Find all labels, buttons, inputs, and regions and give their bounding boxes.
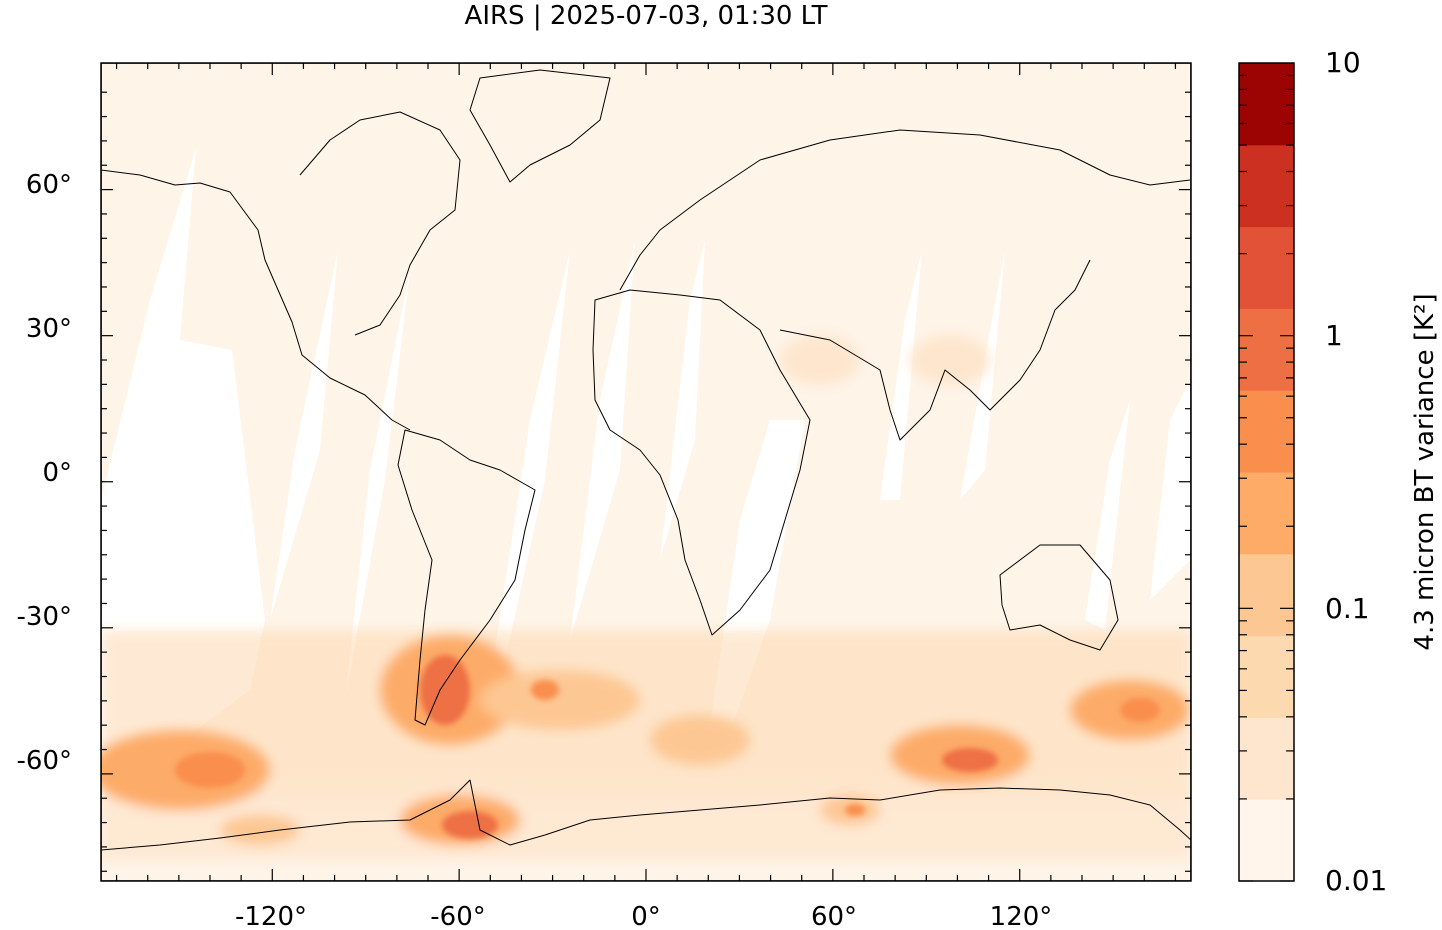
x-tick-label: -60° — [430, 902, 485, 930]
y-tick-label: 30° — [26, 314, 72, 344]
variance-patches-low — [101, 335, 1191, 860]
colorbar-band — [1239, 635, 1294, 718]
chart-title: AIRS | 2025-07-03, 01:30 LT — [465, 1, 828, 31]
colorbar-band — [1239, 390, 1294, 473]
x-axis-labels: -120° -60° 0° 60° 120° — [235, 902, 1052, 930]
colorbar-band — [1239, 63, 1294, 146]
colorbar-labels: 10 1 0.1 0.01 — [1325, 46, 1387, 897]
colorbar-ticks — [1239, 74, 1294, 882]
colorbar-label: 4.3 micron BT variance [K²] — [1410, 293, 1440, 650]
colorbar-tick-label: 0.01 — [1325, 864, 1387, 897]
colorbar-tick-label: 1 — [1325, 319, 1343, 352]
colorbar-frame — [1238, 62, 1295, 882]
swath-gaps — [101, 148, 1190, 800]
colorbar-band — [1239, 553, 1294, 637]
y-axis-labels: 60° 30° 0° -30° -60° — [17, 170, 72, 776]
colorbar-tick-label: 10 — [1325, 46, 1361, 79]
coastlines — [101, 69, 1191, 851]
colorbar-band — [1239, 717, 1294, 800]
colorbar-tick-label: 0.1 — [1325, 592, 1370, 625]
y-tick-label: -30° — [17, 602, 72, 632]
colorbar-band — [1239, 226, 1294, 309]
y-tick-label: 60° — [26, 170, 72, 200]
colorbar-band — [1239, 144, 1294, 228]
axis-ticks — [101, 63, 1191, 881]
x-tick-label: -120° — [235, 902, 307, 930]
y-tick-label: 0° — [42, 458, 72, 488]
x-tick-label: 60° — [811, 902, 857, 930]
map-panel — [101, 63, 1191, 881]
x-tick-label: 0° — [631, 902, 661, 930]
y-tick-label: -60° — [17, 746, 72, 776]
colorbar-band — [1239, 472, 1294, 555]
colorbar-band — [1239, 308, 1294, 391]
colorbar-band — [1239, 799, 1294, 882]
colorbar — [1239, 63, 1294, 882]
x-tick-label: 120° — [990, 902, 1053, 930]
